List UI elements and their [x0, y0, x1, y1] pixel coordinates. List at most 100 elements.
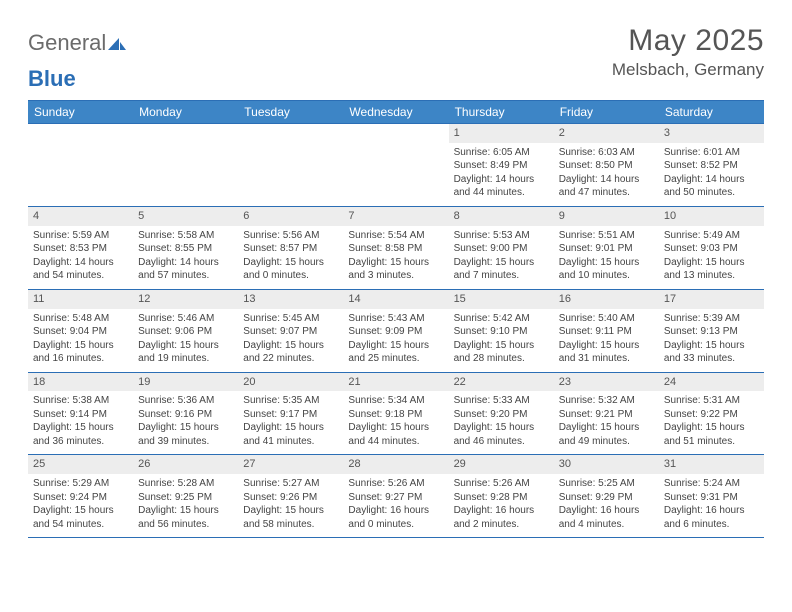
sunrise-line: Sunrise: 5:38 AM	[33, 394, 128, 408]
day-cell: 27Sunrise: 5:27 AMSunset: 9:26 PMDayligh…	[238, 455, 343, 537]
day-body	[343, 143, 448, 201]
day-body: Sunrise: 5:45 AMSunset: 9:07 PMDaylight:…	[238, 309, 343, 372]
day-cell: 9Sunrise: 5:51 AMSunset: 9:01 PMDaylight…	[554, 206, 659, 289]
day-number: 20	[238, 373, 343, 392]
sunrise-line: Sunrise: 5:46 AM	[138, 312, 233, 326]
sunset-line: Sunset: 9:09 PM	[348, 325, 443, 339]
sunrise-line: Sunrise: 5:40 AM	[559, 312, 654, 326]
day-cell: 17Sunrise: 5:39 AMSunset: 9:13 PMDayligh…	[659, 289, 764, 372]
daylight-line: Daylight: 15 hours and 28 minutes.	[454, 339, 549, 366]
sunrise-line: Sunrise: 5:51 AM	[559, 229, 654, 243]
day-body: Sunrise: 5:56 AMSunset: 8:57 PMDaylight:…	[238, 226, 343, 289]
daylight-line: Daylight: 15 hours and 19 minutes.	[138, 339, 233, 366]
day-cell: 3Sunrise: 6:01 AMSunset: 8:52 PMDaylight…	[659, 124, 764, 207]
day-cell: .	[28, 124, 133, 207]
sunrise-line: Sunrise: 5:42 AM	[454, 312, 549, 326]
day-of-week-row: Sunday Monday Tuesday Wednesday Thursday…	[28, 101, 764, 124]
sunrise-line: Sunrise: 5:25 AM	[559, 477, 654, 491]
sunrise-line: Sunrise: 6:01 AM	[664, 146, 759, 160]
sunset-line: Sunset: 9:17 PM	[243, 408, 338, 422]
daylight-line: Daylight: 15 hours and 54 minutes.	[33, 504, 128, 531]
sunset-line: Sunset: 9:27 PM	[348, 491, 443, 505]
day-number: 27	[238, 455, 343, 474]
sunrise-line: Sunrise: 5:43 AM	[348, 312, 443, 326]
sunset-line: Sunset: 9:01 PM	[559, 242, 654, 256]
daylight-line: Daylight: 15 hours and 56 minutes.	[138, 504, 233, 531]
day-number: 29	[449, 455, 554, 474]
sunset-line: Sunset: 9:28 PM	[454, 491, 549, 505]
day-number: 17	[659, 290, 764, 309]
day-cell: 13Sunrise: 5:45 AMSunset: 9:07 PMDayligh…	[238, 289, 343, 372]
brand-text: GeneralBlue	[28, 30, 126, 92]
day-number: 23	[554, 373, 659, 392]
day-body: Sunrise: 5:43 AMSunset: 9:09 PMDaylight:…	[343, 309, 448, 372]
day-body: Sunrise: 5:53 AMSunset: 9:00 PMDaylight:…	[449, 226, 554, 289]
sunset-line: Sunset: 9:24 PM	[33, 491, 128, 505]
sunset-line: Sunset: 8:57 PM	[243, 242, 338, 256]
sunset-line: Sunset: 9:29 PM	[559, 491, 654, 505]
sunset-line: Sunset: 9:31 PM	[664, 491, 759, 505]
daylight-line: Daylight: 15 hours and 36 minutes.	[33, 421, 128, 448]
day-body: Sunrise: 5:59 AMSunset: 8:53 PMDaylight:…	[28, 226, 133, 289]
day-cell: 11Sunrise: 5:48 AMSunset: 9:04 PMDayligh…	[28, 289, 133, 372]
sunset-line: Sunset: 8:52 PM	[664, 159, 759, 173]
day-number: 4	[28, 207, 133, 226]
sunset-line: Sunset: 9:20 PM	[454, 408, 549, 422]
day-number: 2	[554, 124, 659, 143]
day-body	[238, 143, 343, 201]
day-cell: 16Sunrise: 5:40 AMSunset: 9:11 PMDayligh…	[554, 289, 659, 372]
day-cell: 10Sunrise: 5:49 AMSunset: 9:03 PMDayligh…	[659, 206, 764, 289]
calendar-document: GeneralBlue May 2025 Melsbach, Germany S…	[0, 0, 792, 558]
day-number: 24	[659, 373, 764, 392]
sunset-line: Sunset: 9:22 PM	[664, 408, 759, 422]
day-cell: 4Sunrise: 5:59 AMSunset: 8:53 PMDaylight…	[28, 206, 133, 289]
sunrise-line: Sunrise: 5:54 AM	[348, 229, 443, 243]
day-cell: 23Sunrise: 5:32 AMSunset: 9:21 PMDayligh…	[554, 372, 659, 455]
day-cell: 15Sunrise: 5:42 AMSunset: 9:10 PMDayligh…	[449, 289, 554, 372]
daylight-line: Daylight: 15 hours and 39 minutes.	[138, 421, 233, 448]
daylight-line: Daylight: 15 hours and 41 minutes.	[243, 421, 338, 448]
daylight-line: Daylight: 15 hours and 58 minutes.	[243, 504, 338, 531]
sunrise-line: Sunrise: 5:32 AM	[559, 394, 654, 408]
sunrise-line: Sunrise: 5:49 AM	[664, 229, 759, 243]
day-body: Sunrise: 5:36 AMSunset: 9:16 PMDaylight:…	[133, 391, 238, 454]
daylight-line: Daylight: 14 hours and 47 minutes.	[559, 173, 654, 200]
day-number: 6	[238, 207, 343, 226]
day-cell: 18Sunrise: 5:38 AMSunset: 9:14 PMDayligh…	[28, 372, 133, 455]
sunset-line: Sunset: 9:16 PM	[138, 408, 233, 422]
day-body: Sunrise: 5:58 AMSunset: 8:55 PMDaylight:…	[133, 226, 238, 289]
week-row: ....1Sunrise: 6:05 AMSunset: 8:49 PMDayl…	[28, 124, 764, 207]
day-number: 5	[133, 207, 238, 226]
daylight-line: Daylight: 14 hours and 54 minutes.	[33, 256, 128, 283]
month-title: May 2025	[612, 24, 764, 58]
daylight-line: Daylight: 14 hours and 57 minutes.	[138, 256, 233, 283]
day-cell: 21Sunrise: 5:34 AMSunset: 9:18 PMDayligh…	[343, 372, 448, 455]
sunrise-line: Sunrise: 5:56 AM	[243, 229, 338, 243]
sunrise-line: Sunrise: 5:48 AM	[33, 312, 128, 326]
day-number: 30	[554, 455, 659, 474]
dow-sunday: Sunday	[28, 101, 133, 124]
sunset-line: Sunset: 8:49 PM	[454, 159, 549, 173]
title-block: May 2025 Melsbach, Germany	[612, 24, 764, 80]
day-number: 22	[449, 373, 554, 392]
brand-part2: Blue	[28, 66, 76, 91]
day-cell: 29Sunrise: 5:26 AMSunset: 9:28 PMDayligh…	[449, 455, 554, 537]
daylight-line: Daylight: 15 hours and 0 minutes.	[243, 256, 338, 283]
day-cell: 1Sunrise: 6:05 AMSunset: 8:49 PMDaylight…	[449, 124, 554, 207]
day-body: Sunrise: 5:35 AMSunset: 9:17 PMDaylight:…	[238, 391, 343, 454]
daylight-line: Daylight: 15 hours and 13 minutes.	[664, 256, 759, 283]
day-body: Sunrise: 5:33 AMSunset: 9:20 PMDaylight:…	[449, 391, 554, 454]
day-cell: 25Sunrise: 5:29 AMSunset: 9:24 PMDayligh…	[28, 455, 133, 537]
daylight-line: Daylight: 15 hours and 10 minutes.	[559, 256, 654, 283]
day-cell: 7Sunrise: 5:54 AMSunset: 8:58 PMDaylight…	[343, 206, 448, 289]
daylight-line: Daylight: 15 hours and 3 minutes.	[348, 256, 443, 283]
day-body: Sunrise: 5:32 AMSunset: 9:21 PMDaylight:…	[554, 391, 659, 454]
dow-tuesday: Tuesday	[238, 101, 343, 124]
day-body	[28, 143, 133, 201]
day-number: 10	[659, 207, 764, 226]
sunset-line: Sunset: 9:11 PM	[559, 325, 654, 339]
day-body: Sunrise: 5:27 AMSunset: 9:26 PMDaylight:…	[238, 474, 343, 537]
sunrise-line: Sunrise: 5:28 AM	[138, 477, 233, 491]
sunrise-line: Sunrise: 5:45 AM	[243, 312, 338, 326]
day-number: 12	[133, 290, 238, 309]
